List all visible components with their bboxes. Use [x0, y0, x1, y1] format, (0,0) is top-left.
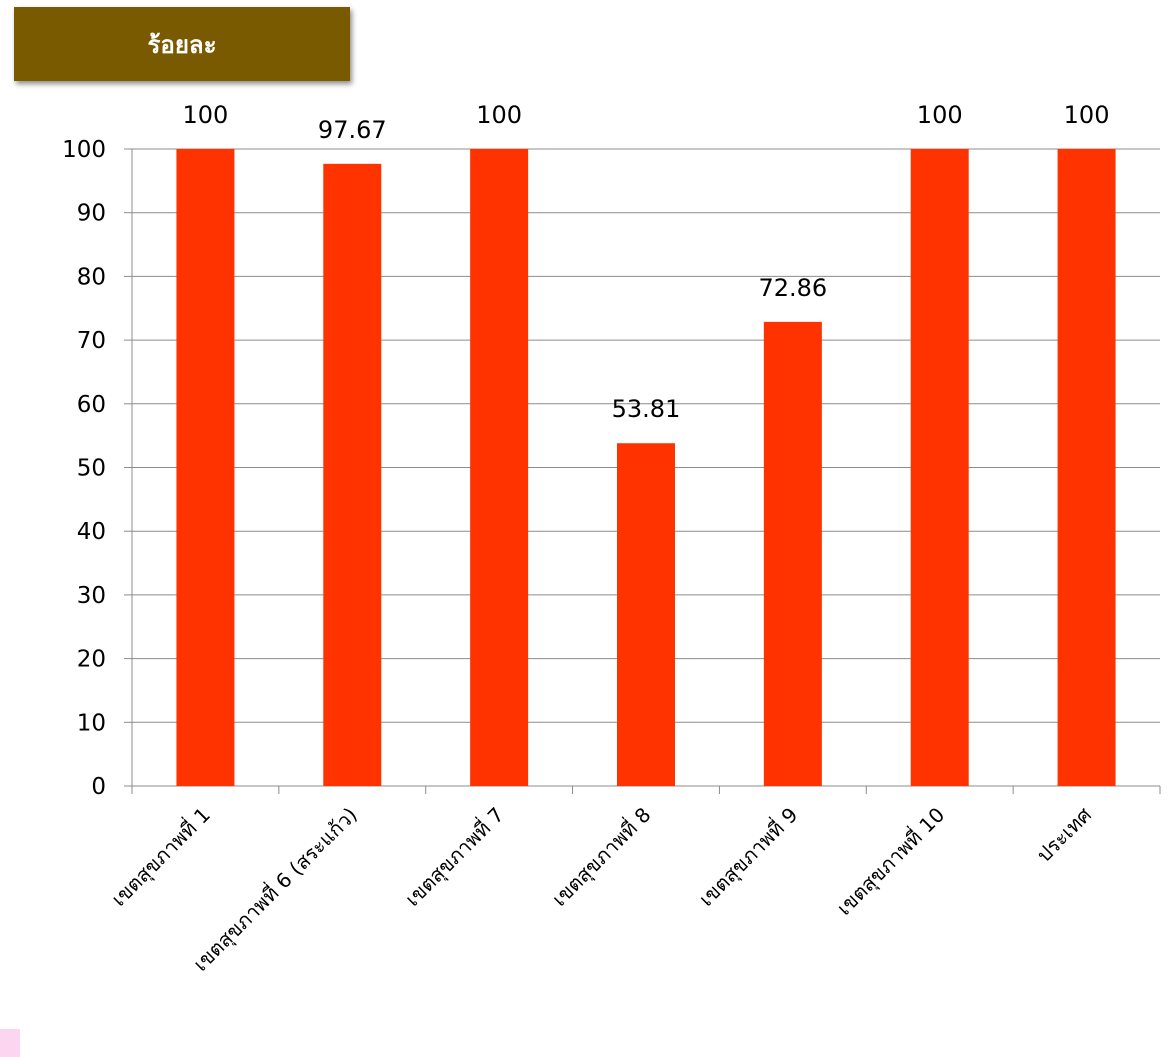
data-label: 97.67 — [318, 116, 387, 144]
bar — [910, 149, 969, 786]
data-label: 53.81 — [612, 395, 681, 423]
category-label: เขตสุขภาพที่ 9 — [693, 801, 803, 911]
corner-decoration — [0, 1029, 20, 1057]
category-label: เขตสุขภาพที่ 6 (สระแก้ว) — [187, 801, 362, 976]
y-tick-label: 90 — [77, 201, 106, 227]
y-tick-label: 60 — [77, 392, 106, 418]
data-label: 100 — [1064, 101, 1110, 129]
bar — [763, 321, 822, 786]
y-tick-label: 0 — [91, 774, 106, 800]
category-label: เขตสุขภาพที่ 1 — [105, 801, 215, 911]
y-tick-label: 20 — [77, 647, 106, 673]
data-label: 72.86 — [758, 274, 827, 302]
y-tick-label: 70 — [77, 328, 106, 354]
y-tick-label: 100 — [62, 137, 106, 163]
category-label: เขตสุขภาพที่ 10 — [830, 801, 949, 920]
bar — [323, 163, 382, 786]
category-label: ประเทศ — [1032, 802, 1096, 866]
bar — [176, 149, 235, 786]
y-tick-label: 50 — [77, 456, 106, 482]
bar — [1057, 149, 1116, 786]
category-label: เขตสุขภาพที่ 7 — [399, 801, 509, 911]
y-axis-title-box: ร้อยละ — [14, 7, 350, 81]
y-tick-label: 80 — [77, 264, 106, 290]
y-tick-label: 30 — [77, 583, 106, 609]
y-tick-label: 10 — [77, 710, 106, 736]
data-label: 100 — [183, 101, 229, 129]
category-label: เขตสุขภาพที่ 8 — [546, 801, 656, 911]
bar — [617, 443, 675, 786]
y-tick-label: 40 — [77, 519, 106, 545]
data-label: 100 — [917, 101, 963, 129]
data-label: 100 — [476, 101, 522, 129]
y-axis-title: ร้อยละ — [147, 30, 217, 59]
bar — [470, 149, 529, 786]
